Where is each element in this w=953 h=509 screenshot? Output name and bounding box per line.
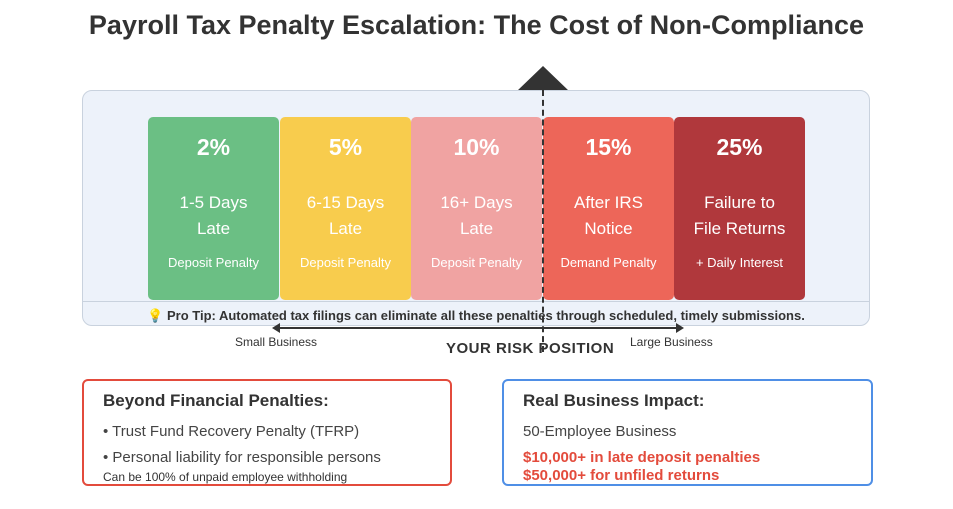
tier-penalty-type: Deposit Penalty xyxy=(167,255,260,270)
tier-description-line1: 16+ Days xyxy=(440,193,513,212)
pro-tip: 💡 Pro Tip: Automated tax filings can eli… xyxy=(147,308,805,323)
card-heading: Beyond Financial Penalties: xyxy=(103,391,329,410)
arrow-right-icon xyxy=(676,323,684,333)
business-size-line: 50-Employee Business xyxy=(523,423,677,440)
tip-divider xyxy=(83,301,869,302)
tier-description-line1: Failure to xyxy=(704,193,775,212)
bullet-tfrp: • Trust Fund Recovery Penalty (TFRP) xyxy=(103,423,360,440)
beyond-penalties-card: Beyond Financial Penalties: • Trust Fund… xyxy=(82,379,452,486)
tier-description: Failure to File Returns xyxy=(674,190,805,242)
page-title: Payroll Tax Penalty Escalation: The Cost… xyxy=(88,10,865,40)
tier-card-10-percent: 10% 16+ Days Late Deposit Penalty xyxy=(411,117,542,300)
tier-percent: 15% xyxy=(585,134,632,160)
tier-description: After IRS Notice xyxy=(543,190,674,242)
tier-card-5-percent: 5% 6-15 Days Late Deposit Penalty xyxy=(280,117,411,300)
risk-pointer-icon xyxy=(517,66,569,91)
unfiled-returns-amount: $50,000+ for unfiled returns xyxy=(523,467,720,484)
tier-description-line2: Notice xyxy=(584,219,633,238)
arrow-left-icon xyxy=(272,323,280,333)
bullet-personal-liability: • Personal liability for responsible per… xyxy=(103,449,381,466)
axis-label-large-business: Large Business xyxy=(630,335,713,349)
tier-percent: 2% xyxy=(196,134,231,160)
tier-description-line1: 6-15 Days xyxy=(306,193,385,212)
tier-card-15-percent: 15% After IRS Notice Demand Penalty xyxy=(543,117,674,300)
tier-description-line2: File Returns xyxy=(693,219,786,238)
tier-description-line1: 1-5 Days xyxy=(179,193,248,212)
tier-percent: 25% xyxy=(716,134,763,160)
tier-card-25-percent: 25% Failure to File Returns + Daily Inte… xyxy=(674,117,805,300)
tier-penalty-type: Deposit Penalty xyxy=(299,255,392,270)
tier-penalty-type: + Daily Interest xyxy=(695,255,784,270)
risk-position-label: YOUR RISK POSITION xyxy=(446,340,615,357)
business-size-axis xyxy=(278,327,676,329)
tier-description-line1: After IRS xyxy=(574,193,643,212)
card-heading: Real Business Impact: xyxy=(523,391,705,410)
business-impact-card: Real Business Impact: 50-Employee Busine… xyxy=(502,379,873,486)
tier-penalty-type: Demand Penalty xyxy=(560,255,657,270)
tier-description-line2: Late xyxy=(459,219,494,238)
tier-description: 6-15 Days Late xyxy=(280,190,411,242)
tier-percent: 10% xyxy=(453,134,500,160)
withholding-note: Can be 100% of unpaid employee withholdi… xyxy=(103,470,348,484)
tier-description-line2: Late xyxy=(196,219,231,238)
tier-description-line2: Late xyxy=(328,219,363,238)
tier-penalty-type: Deposit Penalty xyxy=(430,255,523,270)
tier-description: 1-5 Days Late xyxy=(148,190,279,242)
deposit-penalty-amount: $10,000+ in late deposit penalties xyxy=(523,449,761,466)
tier-card-2-percent: 2% 1-5 Days Late Deposit Penalty xyxy=(148,117,279,300)
tier-description: 16+ Days Late xyxy=(411,190,542,242)
tier-percent: 5% xyxy=(328,134,363,160)
axis-label-small-business: Small Business xyxy=(235,335,318,349)
risk-position-marker xyxy=(542,90,544,352)
